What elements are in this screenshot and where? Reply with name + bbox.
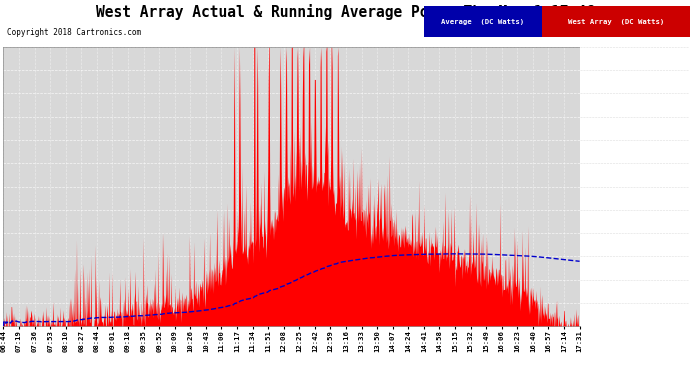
Bar: [542, 6, 690, 37]
Text: West Array  (DC Watts): West Array (DC Watts): [568, 18, 664, 25]
Text: Average  (DC Watts): Average (DC Watts): [442, 18, 524, 25]
Text: West Array Actual & Running Average Power Thu Mar 1 17:46: West Array Actual & Running Average Powe…: [96, 4, 594, 20]
Bar: [424, 6, 542, 37]
Text: Copyright 2018 Cartronics.com: Copyright 2018 Cartronics.com: [7, 28, 141, 37]
